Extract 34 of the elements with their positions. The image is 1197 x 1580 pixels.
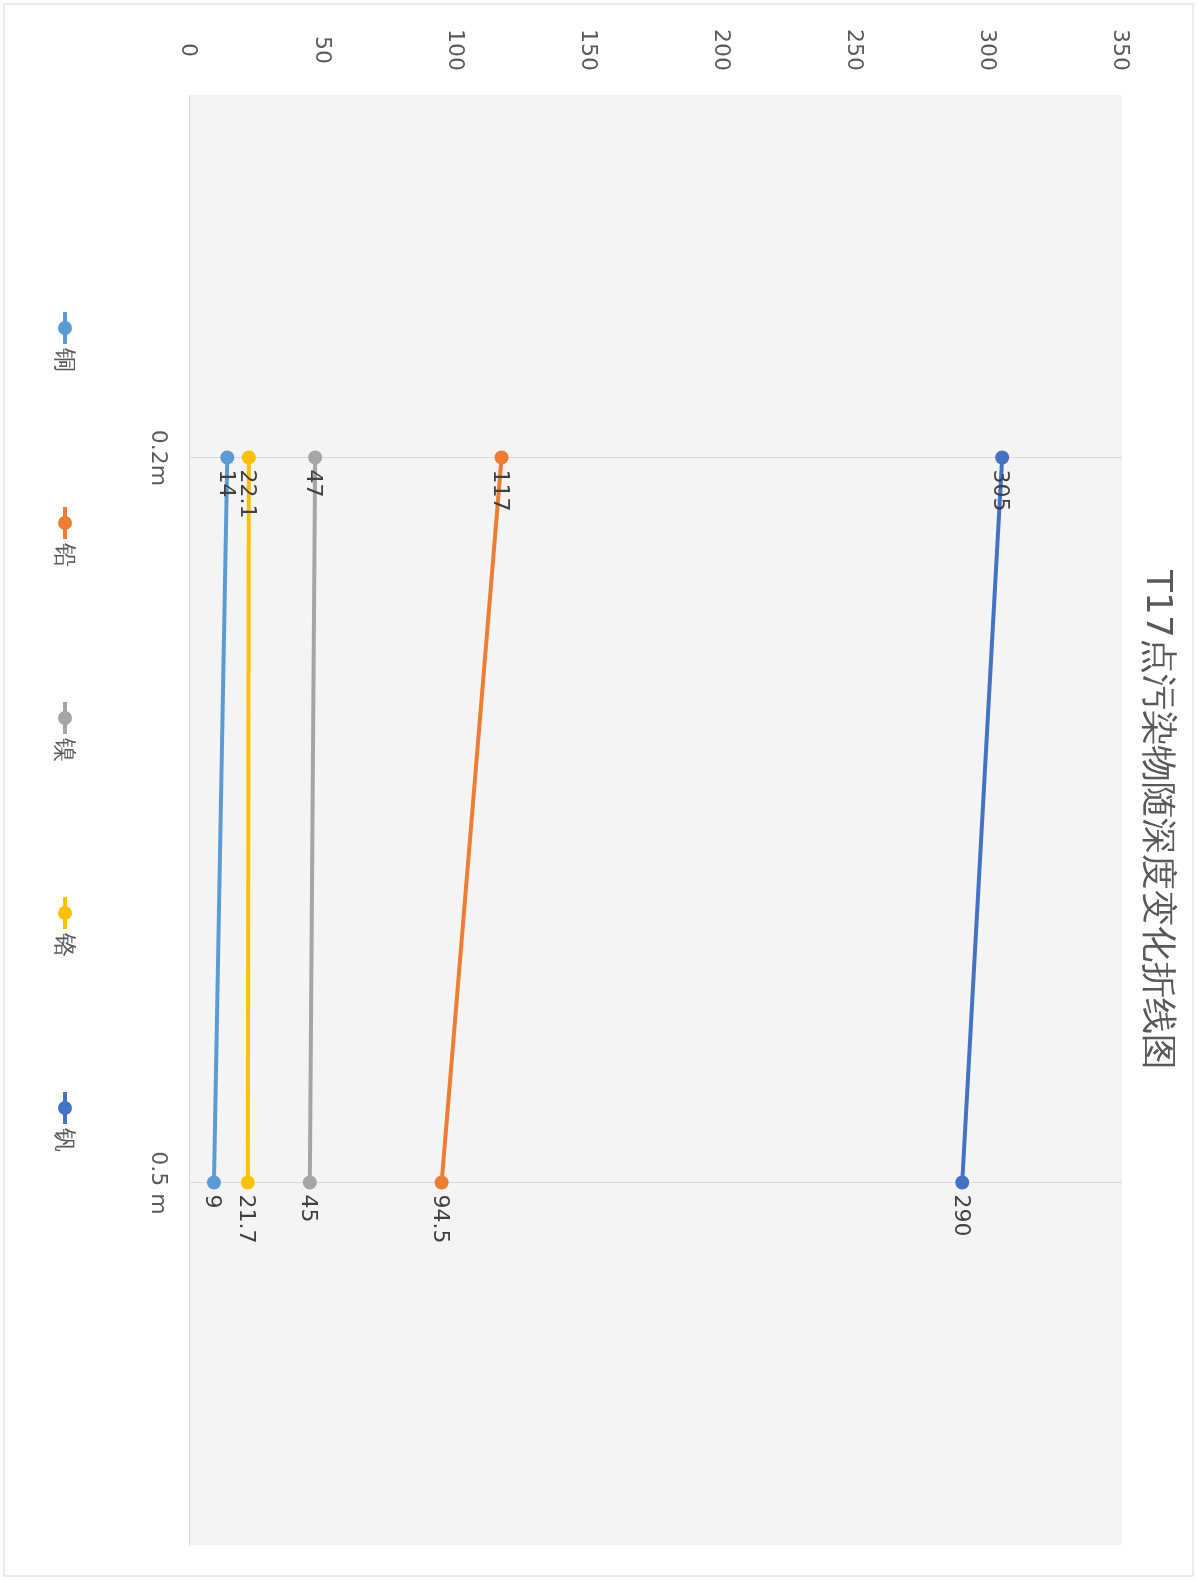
x-tick-label: 0 — [177, 43, 203, 57]
y-tick-label: 0.2m — [147, 429, 173, 487]
x-tick-label: 250 — [843, 29, 869, 71]
point — [995, 450, 1010, 465]
legend-label: 铜 — [50, 347, 79, 372]
point — [206, 1175, 221, 1190]
data-label: 117 — [488, 469, 514, 512]
data-label: 9 — [201, 1194, 227, 1209]
text: T17点污染物随深度变化折线图 — [1139, 569, 1180, 1070]
data-label: 94.5 — [428, 1194, 454, 1244]
data-label: 290 — [949, 1194, 975, 1237]
data-label: 45 — [297, 1194, 323, 1223]
x-tick-label: 200 — [710, 29, 736, 71]
point — [308, 450, 323, 465]
data-label: 47 — [302, 469, 328, 498]
legend-label: 镍 — [50, 737, 79, 762]
point — [220, 450, 235, 465]
data-label: 21.7 — [235, 1194, 261, 1244]
data-label: 305 — [989, 469, 1015, 512]
legend-label: 钒 — [50, 1127, 79, 1152]
point — [434, 1175, 449, 1190]
y-tick-label: 0.5 m — [147, 1151, 173, 1215]
x-tick-label: 300 — [976, 29, 1002, 71]
x-tick-label: 150 — [576, 29, 602, 71]
point — [955, 1175, 970, 1190]
x-tick-label: 50 — [310, 36, 336, 64]
point — [302, 1175, 317, 1190]
legend-label: 铅 — [50, 542, 79, 567]
legend-label: 铬 — [50, 932, 79, 957]
point — [241, 450, 256, 465]
x-tick-label: 350 — [1109, 29, 1135, 71]
point — [240, 1175, 255, 1190]
x-tick-label: 100 — [443, 29, 469, 71]
point — [494, 450, 509, 465]
